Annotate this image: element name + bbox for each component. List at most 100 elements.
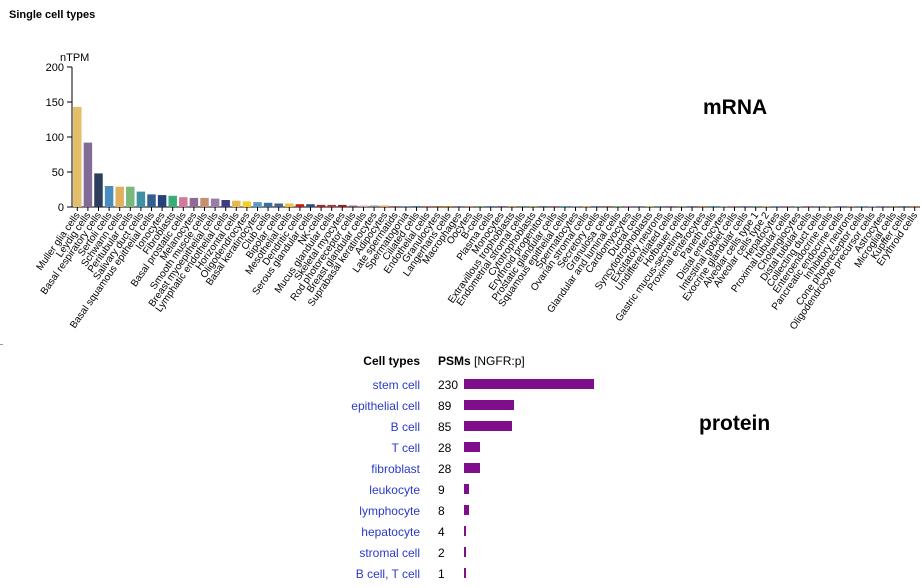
bar[interactable] xyxy=(836,206,845,207)
psm-value: 9 xyxy=(438,483,445,497)
cell-type-link[interactable]: B cell, T cell xyxy=(355,567,420,581)
bar[interactable] xyxy=(878,206,888,207)
bar[interactable] xyxy=(613,206,623,207)
bar[interactable] xyxy=(136,191,146,207)
bar[interactable] xyxy=(687,206,697,207)
bar[interactable] xyxy=(550,206,559,207)
bar[interactable] xyxy=(380,205,389,207)
bar[interactable] xyxy=(465,206,474,207)
bar[interactable] xyxy=(200,197,209,207)
bar[interactable] xyxy=(793,206,803,207)
bar[interactable] xyxy=(889,206,898,207)
bar[interactable] xyxy=(634,206,644,207)
bar[interactable] xyxy=(677,206,686,207)
protein-row: stem cell 230 xyxy=(0,378,922,399)
bar[interactable] xyxy=(709,206,718,207)
bar[interactable] xyxy=(295,204,305,207)
bar[interactable] xyxy=(910,206,919,207)
bar[interactable] xyxy=(656,206,665,207)
divider-mark xyxy=(0,344,3,345)
bar[interactable] xyxy=(486,206,495,207)
bar[interactable] xyxy=(899,206,909,207)
cell-type-link[interactable]: leukocyte xyxy=(369,483,420,497)
bar[interactable] xyxy=(285,203,294,208)
bar[interactable] xyxy=(83,142,93,207)
bar[interactable] xyxy=(857,206,866,207)
y-tick-label: 100 xyxy=(46,132,64,144)
protein-row: hepatocyte 4 xyxy=(0,525,922,546)
bar[interactable] xyxy=(210,198,220,207)
bar[interactable] xyxy=(846,206,856,207)
bar[interactable] xyxy=(698,206,707,207)
cell-type-link[interactable]: B cell xyxy=(390,420,420,434)
bar[interactable] xyxy=(157,195,167,207)
bar[interactable] xyxy=(581,206,591,207)
bar[interactable] xyxy=(497,206,506,207)
y-axis-unit: nTPM xyxy=(60,52,89,64)
bar[interactable] xyxy=(221,200,230,207)
bar[interactable] xyxy=(316,204,326,207)
bar[interactable] xyxy=(571,206,580,207)
col-header-psms-label: PSMs xyxy=(438,354,471,368)
bar[interactable] xyxy=(348,205,358,207)
bar[interactable] xyxy=(401,205,411,207)
bar[interactable] xyxy=(804,206,813,207)
bar[interactable] xyxy=(306,204,315,207)
bar[interactable] xyxy=(168,195,177,207)
bar[interactable] xyxy=(263,202,273,207)
bar[interactable] xyxy=(412,205,421,207)
bar[interactable] xyxy=(539,206,548,207)
bar[interactable] xyxy=(528,206,538,207)
bar[interactable] xyxy=(507,206,517,207)
bar[interactable] xyxy=(126,186,135,207)
bar[interactable] xyxy=(518,206,527,207)
bar[interactable] xyxy=(232,200,241,207)
bar[interactable] xyxy=(772,206,782,207)
bar[interactable] xyxy=(242,201,252,207)
cell-type-link[interactable]: stem cell xyxy=(372,378,420,392)
bar[interactable] xyxy=(433,206,442,207)
bar[interactable] xyxy=(592,206,601,207)
bar[interactable] xyxy=(73,106,82,207)
bar[interactable] xyxy=(422,205,432,207)
bar[interactable] xyxy=(740,206,750,207)
bar[interactable] xyxy=(751,206,760,207)
bar[interactable] xyxy=(359,205,368,207)
bar[interactable] xyxy=(147,194,156,207)
cell-type-link[interactable]: stromal cell xyxy=(359,546,420,560)
bar[interactable] xyxy=(645,206,654,207)
cell-type-link[interactable]: epithelial cell xyxy=(351,399,420,413)
cell-type-link[interactable]: T cell xyxy=(391,441,420,455)
bar[interactable] xyxy=(369,205,379,207)
bar[interactable] xyxy=(666,206,676,207)
bar[interactable] xyxy=(454,206,464,207)
bar[interactable] xyxy=(815,206,824,207)
mrna-bar-chart: nTPM 0 50 100 150 200 Muller glia cellsLeydig… xyxy=(35,52,921,332)
bar[interactable] xyxy=(274,203,283,208)
bar[interactable] xyxy=(825,206,835,207)
bar[interactable] xyxy=(189,197,199,207)
bar[interactable] xyxy=(603,206,612,207)
bar[interactable] xyxy=(327,204,336,207)
bar[interactable] xyxy=(762,206,771,207)
bar[interactable] xyxy=(338,204,347,207)
bar[interactable] xyxy=(783,206,792,207)
bar[interactable] xyxy=(719,206,729,207)
bar[interactable] xyxy=(624,206,633,207)
protein-row: leukocyte 9 xyxy=(0,483,922,504)
bar[interactable] xyxy=(560,206,570,207)
bar[interactable] xyxy=(444,206,453,207)
bar[interactable] xyxy=(391,205,400,207)
bar[interactable] xyxy=(115,186,124,207)
cell-type-link[interactable]: fibroblast xyxy=(371,462,420,476)
bar[interactable] xyxy=(179,197,188,207)
bar[interactable] xyxy=(868,206,877,207)
bar[interactable] xyxy=(104,186,114,207)
bar[interactable] xyxy=(475,206,485,207)
cell-type-link[interactable]: lymphocyte xyxy=(359,504,420,518)
bar[interactable] xyxy=(253,202,262,207)
cell-type-link[interactable]: hepatocyte xyxy=(361,525,420,539)
bar[interactable] xyxy=(730,206,739,207)
bar[interactable] xyxy=(94,173,103,207)
